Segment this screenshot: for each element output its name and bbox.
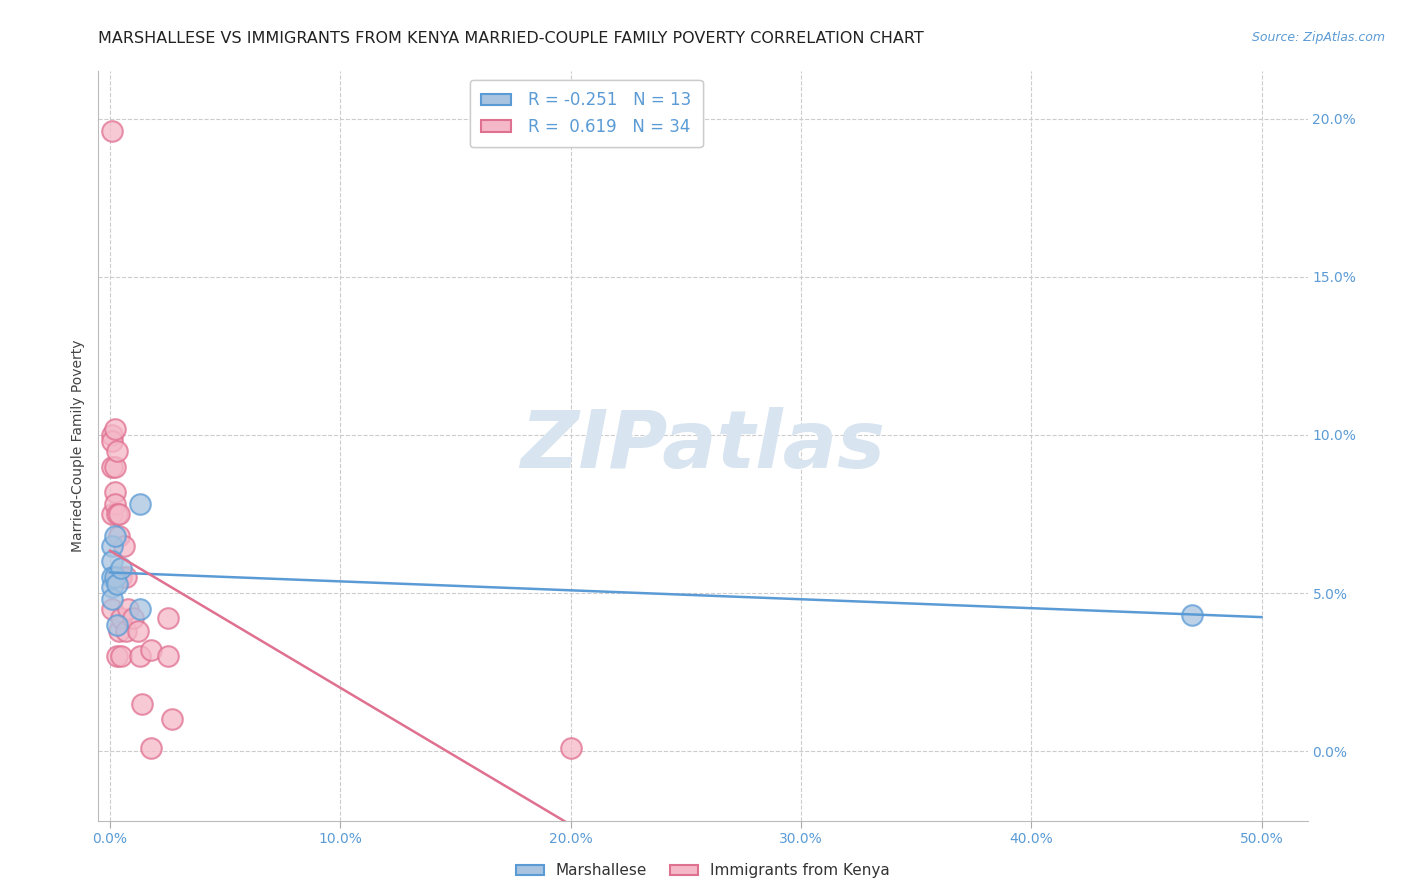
Point	[101, 602, 124, 616]
Point	[101, 539, 124, 553]
Text: MARSHALLESE VS IMMIGRANTS FROM KENYA MARRIED-COUPLE FAMILY POVERTY CORRELATION C: MARSHALLESE VS IMMIGRANTS FROM KENYA MAR…	[98, 31, 924, 46]
Point	[105, 576, 128, 591]
Point	[101, 570, 124, 584]
Point	[160, 713, 183, 727]
Point	[128, 498, 150, 512]
Point	[103, 498, 125, 512]
Point	[127, 624, 149, 638]
Text: ZIPatlas: ZIPatlas	[520, 407, 886, 485]
Point	[103, 459, 125, 474]
Point	[105, 617, 128, 632]
Point	[110, 611, 132, 625]
Point	[141, 740, 163, 755]
Text: Source: ZipAtlas.com: Source: ZipAtlas.com	[1251, 31, 1385, 45]
Point	[101, 507, 124, 521]
Point	[101, 459, 124, 474]
Point	[128, 649, 150, 664]
Point	[115, 624, 138, 638]
Point	[108, 529, 131, 543]
Legend: Marshallese, Immigrants from Kenya: Marshallese, Immigrants from Kenya	[510, 857, 896, 884]
Point	[156, 611, 179, 625]
Point	[110, 649, 132, 664]
Point	[101, 434, 124, 449]
Point	[128, 602, 150, 616]
Point	[105, 649, 128, 664]
Point	[110, 570, 132, 584]
Point	[560, 740, 582, 755]
Point	[1181, 608, 1204, 623]
Point	[115, 570, 138, 584]
Point	[117, 602, 139, 616]
Point	[101, 554, 124, 568]
Point	[156, 649, 179, 664]
Point	[103, 570, 125, 584]
Point	[101, 124, 124, 138]
Point	[112, 539, 135, 553]
Point	[101, 580, 124, 594]
Point	[103, 484, 125, 499]
Point	[110, 560, 132, 574]
Point	[105, 570, 128, 584]
Point	[103, 529, 125, 543]
Legend: R = -0.251   N = 13, R =  0.619   N = 34: R = -0.251 N = 13, R = 0.619 N = 34	[470, 79, 703, 147]
Point	[122, 611, 145, 625]
Point	[101, 428, 124, 442]
Point	[105, 507, 128, 521]
Point	[105, 443, 128, 458]
Point	[108, 624, 131, 638]
Point	[141, 643, 163, 657]
Y-axis label: Married-Couple Family Poverty: Married-Couple Family Poverty	[72, 340, 86, 552]
Point	[131, 697, 153, 711]
Point	[101, 592, 124, 607]
Point	[103, 422, 125, 436]
Point	[108, 507, 131, 521]
